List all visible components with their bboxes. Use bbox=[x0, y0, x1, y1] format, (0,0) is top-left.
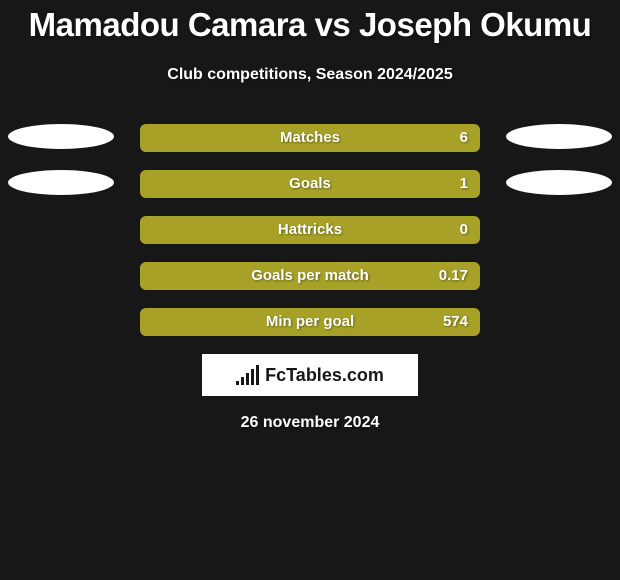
stat-row: Hattricks0 bbox=[0, 216, 620, 244]
stat-row: Goals1 bbox=[0, 170, 620, 198]
comparison-chart: Mamadou Camara vs Joseph Okumu Club comp… bbox=[0, 0, 620, 580]
page-title: Mamadou Camara vs Joseph Okumu bbox=[0, 6, 620, 44]
stat-bar bbox=[140, 216, 480, 244]
right-ellipse-icon bbox=[506, 170, 612, 195]
logo-bar bbox=[236, 381, 239, 385]
stat-bar bbox=[140, 308, 480, 336]
logo-text: FcTables.com bbox=[265, 365, 384, 386]
logo-bar bbox=[241, 377, 244, 385]
logo-bar bbox=[251, 369, 254, 385]
stat-rows: Matches6 Goals1 Hattricks0 Goals per match0… bbox=[0, 124, 620, 336]
page-subtitle: Club competitions, Season 2024/2025 bbox=[0, 66, 620, 84]
date-text: 26 november 2024 bbox=[0, 414, 620, 432]
logo-bar bbox=[256, 365, 259, 385]
stat-row: Min per goal574 bbox=[0, 308, 620, 336]
left-ellipse-icon bbox=[8, 124, 114, 149]
logo-bar bbox=[246, 373, 249, 385]
fctables-logo: FcTables.com bbox=[202, 354, 418, 396]
left-ellipse-icon bbox=[8, 170, 114, 195]
stat-row: Matches6 bbox=[0, 124, 620, 152]
stat-bar bbox=[140, 124, 480, 152]
stat-row: Goals per match0.17 bbox=[0, 262, 620, 290]
stat-bar bbox=[140, 262, 480, 290]
logo-bar-chart-icon bbox=[236, 365, 259, 385]
stat-bar bbox=[140, 170, 480, 198]
right-ellipse-icon bbox=[506, 124, 612, 149]
